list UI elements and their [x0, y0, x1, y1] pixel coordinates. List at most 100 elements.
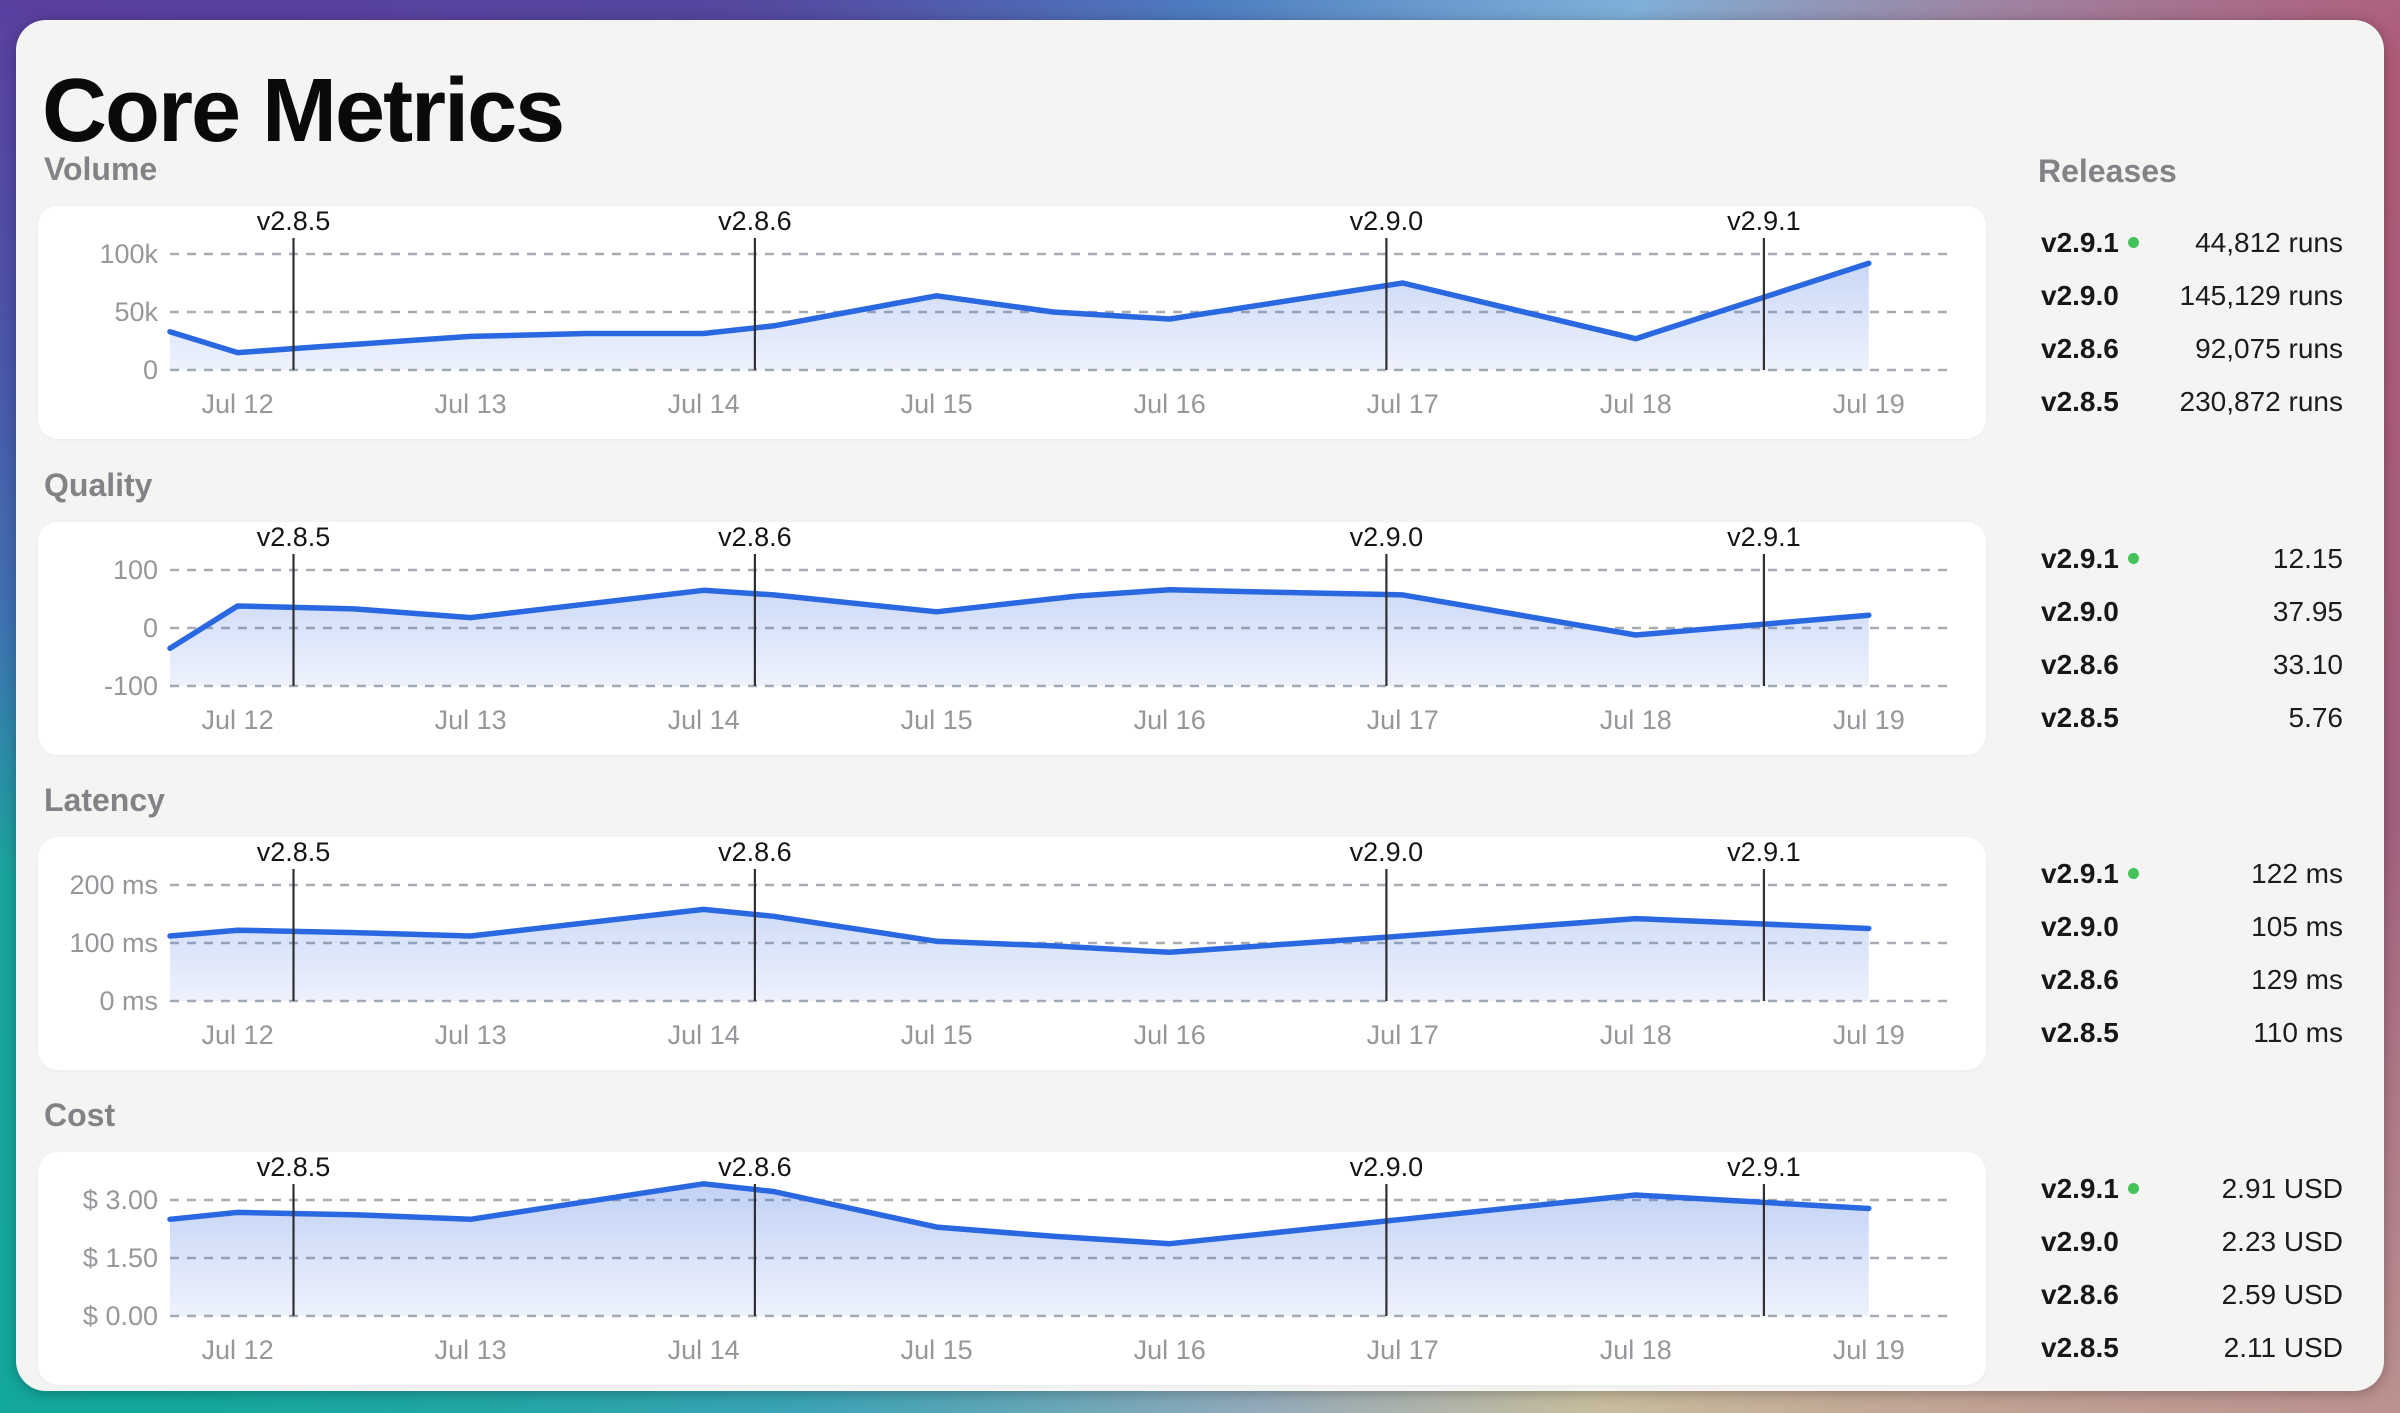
release-marker-label: v2.8.5	[257, 206, 331, 236]
release-value: 2.11 USD	[2223, 1331, 2343, 1363]
section-volume-label: Volume	[44, 151, 158, 187]
release-version: v2.9.0	[2041, 595, 2119, 627]
series-line	[167, 906, 1872, 956]
release-row: v2.8.6 33.10	[2041, 638, 2343, 691]
page-title: Core Metrics	[42, 61, 565, 161]
releases-group-cost: v2.9.1 2.91 USD v2.9.0 2.23 USD v2.8.6 2.59 U…	[2041, 1162, 2343, 1374]
release-marker-label: v2.8.6	[718, 522, 792, 552]
release-version: v2.9.1	[2041, 857, 2119, 889]
y-tick-label: 0	[143, 355, 158, 385]
y-tick-label: 100	[113, 555, 158, 585]
release-version: v2.9.0	[2041, 279, 2119, 311]
release-marker-label: v2.9.1	[1727, 522, 1801, 552]
latest-release-dot-icon	[2127, 553, 2139, 564]
release-version: v2.9.0	[2041, 910, 2119, 942]
release-row: v2.8.5 5.76	[2041, 691, 2343, 744]
x-tick-label: Jul 12	[202, 1335, 274, 1365]
release-row: v2.9.0 37.95	[2041, 585, 2343, 638]
release-version: v2.8.6	[2041, 963, 2119, 995]
latest-release-dot-icon	[2127, 868, 2139, 879]
release-row: v2.8.6 92,075 runs	[2041, 322, 2343, 375]
x-tick-label: Jul 16	[1134, 1020, 1206, 1050]
latency-chart-card: 200 ms 100 ms 0 ms Jul 12 Jul 13 Jul 14 Jul 15…	[38, 837, 1986, 1070]
release-marker-label: v2.9.1	[1727, 1152, 1801, 1182]
x-tick-label: Jul 13	[435, 1335, 507, 1365]
x-tick-label: Jul 14	[668, 705, 740, 735]
x-tick-label: Jul 17	[1367, 1020, 1439, 1050]
release-value: 110 ms	[2253, 1016, 2343, 1048]
release-marker-label: v2.9.0	[1350, 837, 1424, 867]
section-volume: Volume 100k 50k 0 Jul 12 Jul 13 Jul 14 Jul 15 J…	[38, 150, 1986, 442]
x-tick-label: Jul 13	[435, 389, 507, 419]
latest-release-dot-icon	[2127, 237, 2139, 248]
volume-chart[interactable]: 100k 50k 0 Jul 12 Jul 13 Jul 14 Jul 15 Jul 16 Ju…	[38, 206, 1986, 439]
release-row: v2.8.5 230,872 runs	[2041, 375, 2343, 428]
release-value: 105 ms	[2251, 910, 2343, 942]
quality-chart[interactable]: 100 0 -100 Jul 12 Jul 13 Jul 14 Jul 15 Jul 16 Ju…	[38, 522, 1986, 755]
y-tick-label: 200 ms	[69, 870, 158, 900]
release-row: v2.8.6 129 ms	[2041, 953, 2343, 1006]
release-row: v2.9.1 2.91 USD	[2041, 1162, 2343, 1215]
release-value: 2.59 USD	[2221, 1278, 2343, 1310]
release-row: v2.9.0 105 ms	[2041, 900, 2343, 953]
section-latency: Latency 200 ms 100 ms 0 ms Jul 12 Jul 13 Jul …	[38, 781, 1986, 1073]
y-tick-label: 50k	[114, 297, 158, 327]
y-tick-label: 0	[143, 613, 158, 643]
release-value: 129 ms	[2251, 963, 2343, 995]
release-value: 145,129 runs	[2179, 279, 2343, 311]
release-marker-label: v2.9.1	[1727, 206, 1801, 236]
x-tick-label: Jul 16	[1134, 1335, 1206, 1365]
release-value: 5.76	[2288, 701, 2344, 733]
releases-group-quality: v2.9.1 12.15 v2.9.0 37.95 v2.8.6 33.10 v2.8.5 5…	[2041, 532, 2343, 744]
x-tick-label: Jul 19	[1833, 389, 1905, 419]
x-tick-label: Jul 15	[901, 1020, 973, 1050]
releases-group-volume: v2.9.1 44,812 runs v2.9.0 145,129 runs v2.8.…	[2041, 216, 2343, 428]
release-row: v2.9.1 12.15	[2041, 532, 2343, 585]
release-marker-label: v2.8.6	[718, 837, 792, 867]
section-quality: Quality 100 0 -100 Jul 12 Jul 13 Jul 14 Jul 15…	[38, 466, 1986, 758]
y-tick-label: $ 3.00	[83, 1185, 158, 1215]
section-cost: Cost $ 3.00 $ 1.50 $ 0.00 Jul 12 Jul 13 Jul 1…	[38, 1096, 1986, 1388]
volume-chart-card: 100k 50k 0 Jul 12 Jul 13 Jul 14 Jul 15 Jul 16 Ju…	[38, 206, 1986, 439]
release-marker-label: v2.9.0	[1350, 206, 1424, 236]
x-tick-label: Jul 13	[435, 705, 507, 735]
section-quality-label: Quality	[44, 467, 153, 503]
series-area	[170, 263, 1869, 370]
x-tick-label: Jul 14	[668, 1335, 740, 1365]
release-row: v2.8.6 2.59 USD	[2041, 1268, 2343, 1321]
release-row: v2.9.1 44,812 runs	[2041, 216, 2343, 269]
y-tick-label: $ 1.50	[83, 1243, 158, 1273]
x-tick-label: Jul 16	[1134, 389, 1206, 419]
latency-chart[interactable]: 200 ms 100 ms 0 ms Jul 12 Jul 13 Jul 14 Jul 15…	[38, 837, 1986, 1070]
release-value: 92,075 runs	[2195, 332, 2343, 364]
cost-chart-card: $ 3.00 $ 1.50 $ 0.00 Jul 12 Jul 13 Jul 14 Jul …	[38, 1152, 1986, 1385]
x-tick-label: Jul 17	[1367, 1335, 1439, 1365]
release-version: v2.8.5	[2041, 701, 2119, 733]
release-version: v2.8.5	[2041, 385, 2119, 417]
latest-release-dot-icon	[2127, 1183, 2139, 1194]
x-tick-label: Jul 17	[1367, 389, 1439, 419]
y-tick-label: 0 ms	[99, 986, 158, 1016]
cost-chart[interactable]: $ 3.00 $ 1.50 $ 0.00 Jul 12 Jul 13 Jul 14 Jul …	[38, 1152, 1986, 1385]
release-marker-label: v2.8.6	[718, 1152, 792, 1182]
quality-chart-card: 100 0 -100 Jul 12 Jul 13 Jul 14 Jul 15 Jul 16 Ju…	[38, 522, 1986, 755]
x-tick-label: Jul 18	[1600, 1020, 1672, 1050]
x-tick-label: Jul 17	[1367, 705, 1439, 735]
x-tick-label: Jul 18	[1600, 705, 1672, 735]
releases-group-latency: v2.9.1 122 ms v2.9.0 105 ms v2.8.6 129 ms v2.8…	[2041, 847, 2343, 1059]
series-line	[167, 1181, 1872, 1247]
y-tick-label: 100k	[99, 239, 158, 269]
x-tick-label: Jul 18	[1600, 389, 1672, 419]
x-tick-label: Jul 12	[202, 1020, 274, 1050]
x-tick-label: Jul 12	[202, 705, 274, 735]
series-line	[167, 260, 1872, 356]
release-row: v2.9.1 122 ms	[2041, 847, 2343, 900]
release-marker-label: v2.9.0	[1350, 1152, 1424, 1182]
y-tick-label: -100	[104, 671, 158, 701]
release-version: v2.8.6	[2041, 1278, 2119, 1310]
release-version: v2.9.1	[2041, 542, 2119, 574]
release-value: 44,812 runs	[2195, 226, 2343, 258]
release-value: 37.95	[2272, 595, 2343, 627]
release-row: v2.9.0 2.23 USD	[2041, 1215, 2343, 1268]
series-line	[167, 586, 1872, 652]
